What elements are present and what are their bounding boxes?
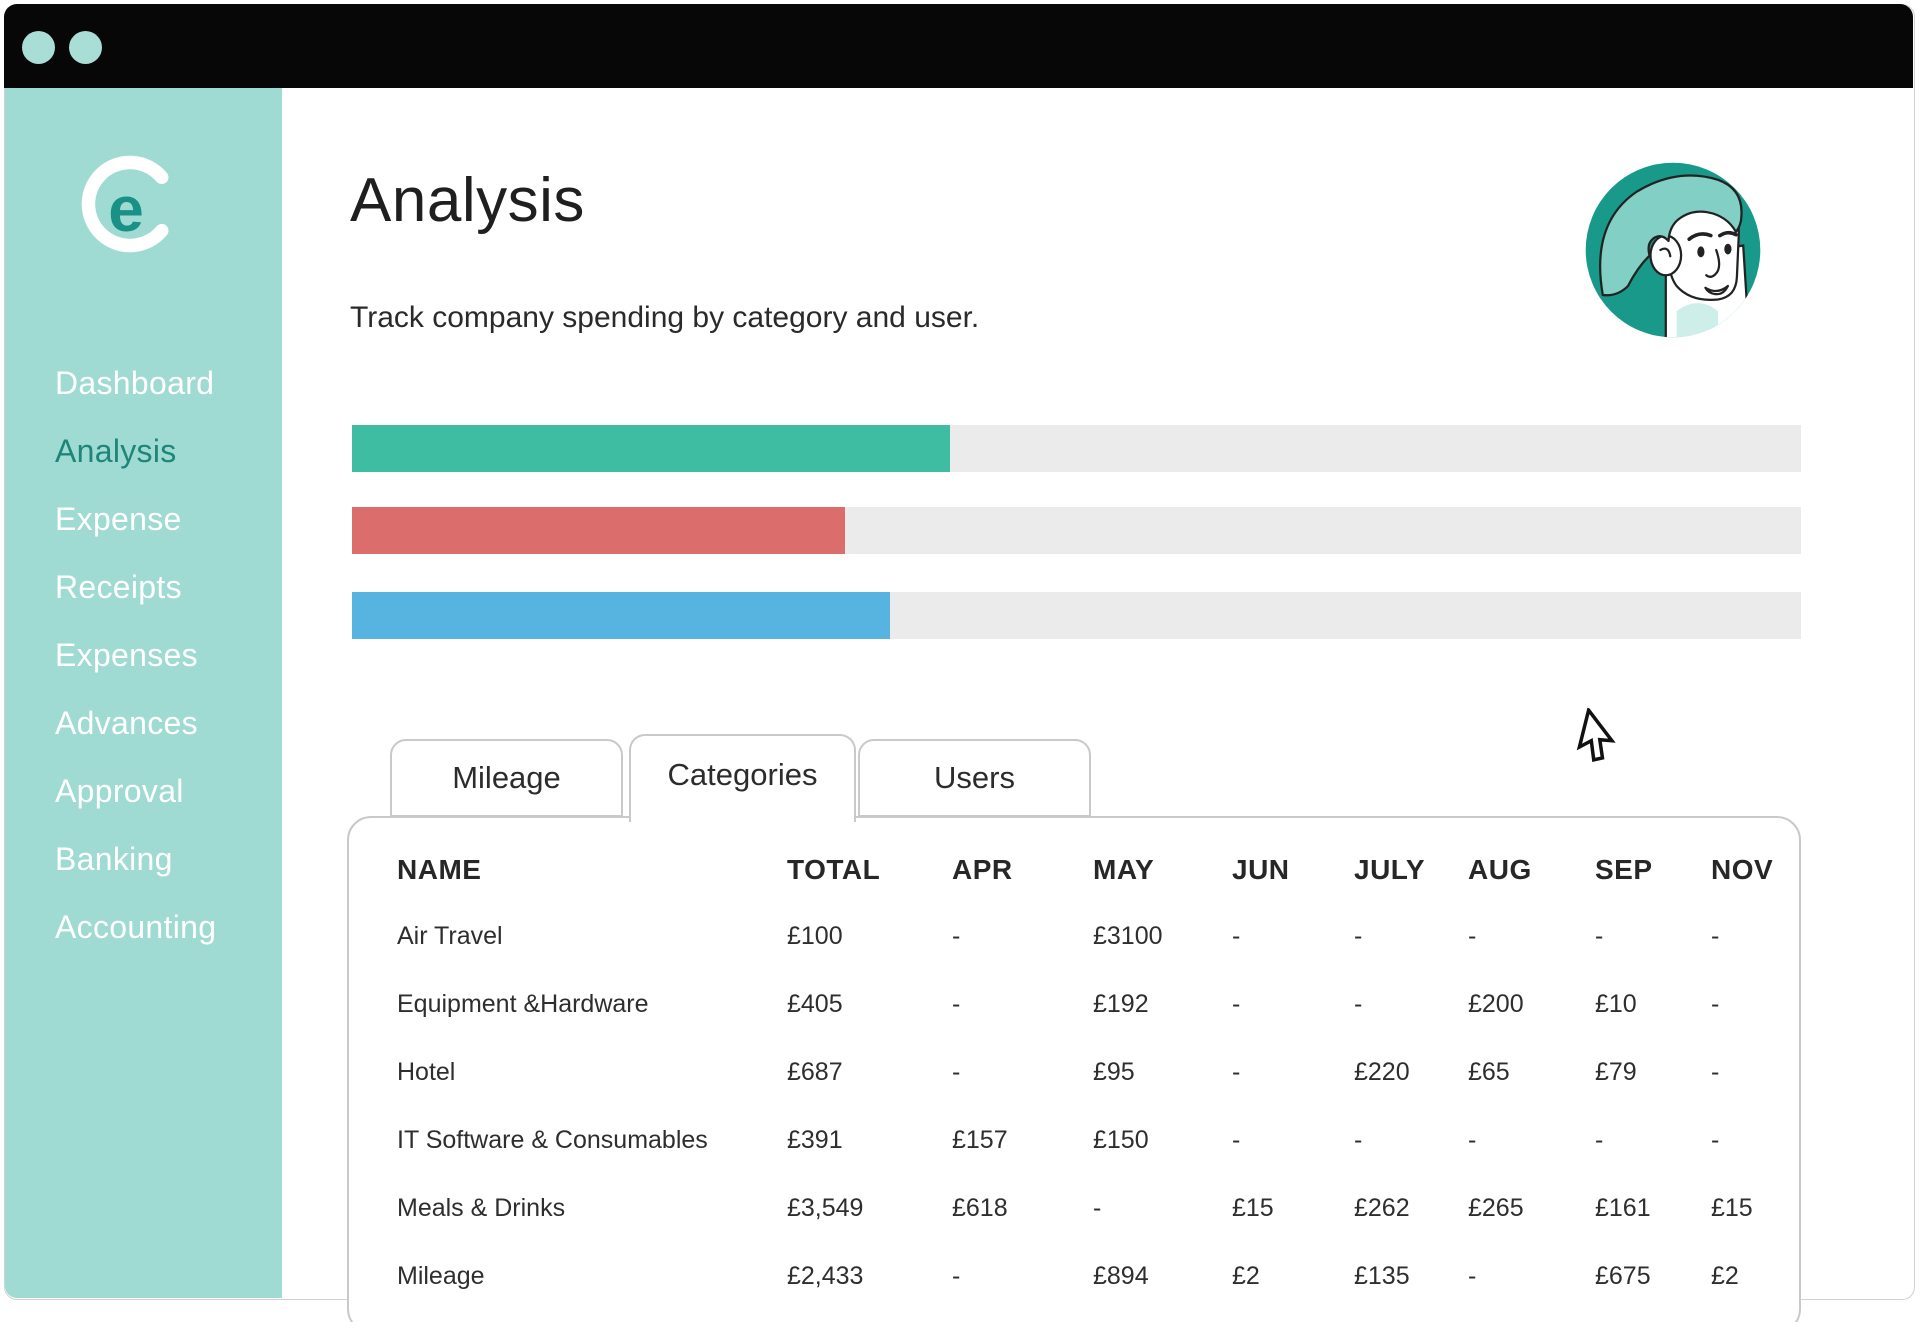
value-cell: £150 bbox=[1093, 1125, 1149, 1154]
value-cell: - bbox=[1354, 921, 1363, 950]
red-bar-fill bbox=[352, 507, 845, 554]
value-cell: - bbox=[1232, 1057, 1241, 1086]
value-cell: £2,433 bbox=[787, 1261, 864, 1290]
value-cell: £220 bbox=[1354, 1057, 1410, 1086]
value-cell: £2 bbox=[1711, 1261, 1739, 1290]
value-cell: £15 bbox=[1232, 1193, 1274, 1222]
value-cell: - bbox=[952, 921, 961, 950]
value-cell: - bbox=[952, 1057, 961, 1086]
row-name-cell: Air Travel bbox=[397, 921, 503, 950]
column-header-aug: AUG bbox=[1468, 854, 1532, 885]
page-subtitle: Track company spending by category and u… bbox=[350, 301, 980, 334]
value-cell: £100 bbox=[787, 921, 843, 950]
tab-users[interactable]: Users bbox=[858, 739, 1091, 817]
categories-table: NAME TOTAL APR MAY JUN JULY AUG SEP NOV Air Trave… bbox=[349, 818, 1799, 1310]
value-cell: £10 bbox=[1595, 989, 1637, 1018]
page-title: Analysis bbox=[350, 166, 585, 235]
row-name-cell: IT Software & Consumables bbox=[397, 1125, 708, 1154]
value-cell: £675 bbox=[1595, 1261, 1651, 1290]
value-cell: £3100 bbox=[1093, 921, 1163, 950]
column-header-name: NAME bbox=[397, 854, 482, 885]
value-cell: - bbox=[1232, 1125, 1241, 1154]
column-header-apr: APR bbox=[952, 854, 1013, 885]
mouse-cursor bbox=[1576, 707, 1616, 762]
column-header-may: MAY bbox=[1093, 854, 1155, 885]
value-cell: £265 bbox=[1468, 1193, 1524, 1222]
value-cell: - bbox=[952, 1261, 961, 1290]
value-cell: £200 bbox=[1468, 989, 1524, 1018]
sidebar-item-receipts[interactable]: Receipts bbox=[55, 568, 182, 605]
value-cell: - bbox=[1711, 1125, 1720, 1154]
sidebar-item-banking[interactable]: Banking bbox=[55, 840, 173, 877]
value-cell: - bbox=[1595, 1125, 1604, 1154]
value-cell: £161 bbox=[1595, 1193, 1651, 1222]
value-cell: - bbox=[1468, 921, 1477, 950]
column-header-total: TOTAL bbox=[787, 854, 881, 885]
sidebar: e Dashboard Analysis Expense Receipts Expens… bbox=[5, 87, 282, 1298]
value-cell: - bbox=[1468, 1125, 1477, 1154]
sidebar-item-expense[interactable]: Expense bbox=[55, 500, 182, 537]
column-header-sep: SEP bbox=[1595, 854, 1653, 885]
blue-bar-track bbox=[352, 592, 1801, 639]
value-cell: £894 bbox=[1093, 1261, 1149, 1290]
app-window: e Dashboard Analysis Expense Receipts Expens… bbox=[3, 3, 1915, 1322]
sidebar-item-dashboard[interactable]: Dashboard bbox=[55, 364, 215, 401]
row-name-cell: Equipment &Hardware bbox=[397, 989, 649, 1018]
value-cell: - bbox=[1595, 921, 1604, 950]
tab-mileage[interactable]: Mileage bbox=[390, 739, 623, 817]
value-cell: £687 bbox=[787, 1057, 843, 1086]
value-cell: - bbox=[1093, 1193, 1102, 1222]
row-name-cell: Meals & Drinks bbox=[397, 1193, 566, 1222]
tab-categories[interactable]: Categories bbox=[629, 734, 856, 822]
row-name-cell: Hotel bbox=[397, 1057, 456, 1086]
value-cell: - bbox=[1711, 1057, 1720, 1086]
sidebar-item-analysis[interactable]: Analysis bbox=[55, 432, 177, 469]
red-bar-track bbox=[352, 507, 1801, 554]
sidebar-item-expenses[interactable]: Expenses bbox=[55, 636, 198, 673]
user-avatar[interactable] bbox=[1583, 160, 1763, 340]
value-cell: - bbox=[1354, 1125, 1363, 1154]
value-cell: £65 bbox=[1468, 1057, 1510, 1086]
sidebar-item-accounting[interactable]: Accounting bbox=[55, 908, 217, 945]
column-header-july: JULY bbox=[1354, 854, 1426, 885]
column-header-jun: JUN bbox=[1232, 854, 1290, 885]
value-cell: - bbox=[1711, 989, 1720, 1018]
value-cell: £262 bbox=[1354, 1193, 1410, 1222]
blue-bar-fill bbox=[352, 592, 890, 639]
green-bar-fill bbox=[352, 425, 951, 472]
sidebar-nav: Dashboard Analysis Expense Receipts Expenses… bbox=[55, 362, 275, 974]
value-cell: - bbox=[952, 989, 961, 1018]
value-cell: £157 bbox=[952, 1125, 1008, 1154]
green-bar-track bbox=[352, 425, 1801, 472]
window-titlebar bbox=[3, 3, 1913, 88]
value-cell: £405 bbox=[787, 989, 843, 1018]
value-cell: - bbox=[1232, 989, 1241, 1018]
value-cell: £79 bbox=[1595, 1057, 1637, 1086]
value-cell: £3,549 bbox=[787, 1193, 864, 1222]
table-panel: NAME TOTAL APR MAY JUN JULY AUG SEP NOV Air Trave… bbox=[347, 816, 1801, 1322]
value-cell: - bbox=[1232, 921, 1241, 950]
value-cell: £2 bbox=[1232, 1261, 1260, 1290]
sidebar-item-advances[interactable]: Advances bbox=[55, 704, 198, 741]
window-control-dot[interactable] bbox=[68, 30, 102, 64]
avatar-illustration-icon bbox=[1585, 162, 1761, 338]
value-cell: - bbox=[1468, 1261, 1477, 1290]
window-control-dot[interactable] bbox=[21, 30, 55, 64]
logo-letter: e bbox=[108, 172, 144, 245]
row-name-cell: Mileage bbox=[397, 1261, 485, 1290]
logo-ring-icon bbox=[81, 155, 169, 252]
column-header-nov: NOV bbox=[1711, 854, 1774, 885]
app-logo: e bbox=[76, 150, 184, 258]
value-cell: £618 bbox=[952, 1193, 1008, 1222]
value-cell: - bbox=[1354, 989, 1363, 1018]
value-cell: £95 bbox=[1093, 1057, 1135, 1086]
value-cell: - bbox=[1711, 921, 1720, 950]
sidebar-item-approval[interactable]: Approval bbox=[55, 772, 184, 809]
value-cell: £15 bbox=[1711, 1193, 1753, 1222]
value-cell: £192 bbox=[1093, 989, 1149, 1018]
value-cell: £391 bbox=[787, 1125, 843, 1154]
value-cell: £135 bbox=[1354, 1261, 1410, 1290]
